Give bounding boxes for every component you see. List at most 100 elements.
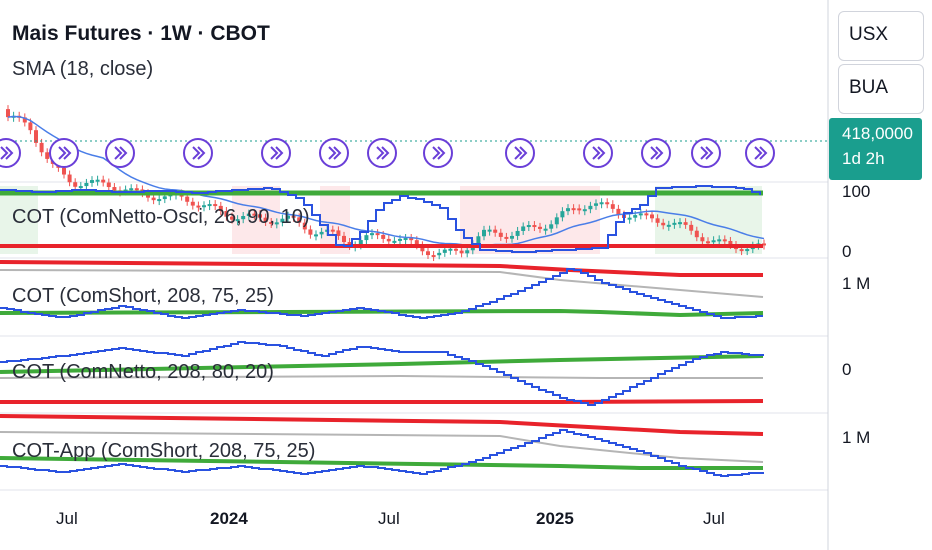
candle-132 [745,249,750,252]
candle-23 [134,188,139,191]
candle-5 [34,130,38,143]
marker-arrow-8 [514,146,528,160]
signal-marker-1 [49,138,79,168]
candle-46 [263,217,268,222]
candle-123 [694,230,699,238]
pane4-mid-band [0,431,764,463]
sma-label[interactable]: SMA (18, close) [12,58,154,80]
candle-97 [549,224,554,229]
pane-separators [0,0,829,550]
pane3-title[interactable]: COT (ComNetto, 208, 80, 20) [12,361,274,383]
pane4-scale: 1 M [842,428,871,447]
candle-41 [235,219,240,222]
candle-48 [274,222,279,225]
candle-4 [28,122,33,131]
signal-marker-6 [367,138,397,168]
candle-119 [672,222,677,225]
candle-65 [370,233,374,236]
candle-122 [689,224,694,231]
candle-44 [252,213,257,216]
candle-36 [207,204,212,207]
pane3-upper-band [0,354,764,374]
candle-106 [599,202,604,205]
candle-105 [594,203,598,206]
candle-89 [504,236,509,239]
marker-arrow-3 [192,146,206,160]
candle-103 [582,209,587,212]
candle-92 [521,226,526,231]
candle-52 [297,217,302,223]
candle-43 [246,213,251,217]
pane1-cot-line [0,185,761,253]
signal-marker-7 [423,138,453,168]
marker-arrow-1 [58,146,72,160]
last-price-value: 418,0000 [842,124,913,143]
pane2-scale: 1 M [842,274,871,293]
signal-marker-9 [583,138,613,168]
candle-104 [588,205,593,210]
candle-73 [414,240,419,246]
signal-marker-4 [261,138,291,168]
candle-126 [711,240,716,243]
marker-arrow-9 [592,146,606,160]
unit-button[interactable]: BUA [838,64,924,114]
candle-56 [319,231,324,235]
pane4-title[interactable]: COT-App (ComShort, 208, 75, 25) [12,440,316,462]
candle-45 [258,214,262,218]
marker-arrow-4 [270,146,284,160]
candle-17 [101,179,106,183]
pane4-lower-band [0,456,763,470]
candle-50 [286,215,290,219]
candle-111 [627,217,632,220]
sma-line [7,115,765,247]
pane3-lower-band [0,399,764,404]
candle-70 [398,238,402,241]
last-price-tag: 418,0000 1d 2h [829,118,922,180]
candle-112 [633,215,638,218]
candle-127 [717,239,722,242]
pane2-cot-line [0,268,763,319]
pane3-mid-band [0,374,763,379]
candle-117 [661,222,666,226]
candle-22 [129,188,134,191]
candle-64 [364,235,369,241]
candle-93 [526,225,531,228]
currency-button[interactable]: USX [838,11,924,61]
candle-124 [700,237,705,242]
pane2-mid-band [0,269,764,298]
candle-14 [84,182,89,187]
zone-0 [0,186,38,254]
candle-7 [45,152,50,159]
candle-6 [39,142,44,153]
pane3-scale: 0 [842,360,852,379]
candle-12 [73,182,78,187]
candle-90 [510,235,514,239]
candle-42 [241,216,246,220]
x-tick-2025: 2025 [536,509,574,528]
bar-countdown: 1d 2h [842,149,885,168]
pane2-title[interactable]: COT (ComShort, 208, 75, 25) [12,285,274,307]
candle-113 [638,213,643,216]
candle-61 [347,242,352,246]
candle-114 [644,213,649,216]
candle-96 [543,228,548,231]
candle-120 [678,222,682,225]
candle-77 [437,252,442,256]
candle-72 [409,238,414,241]
candle-59 [336,230,341,236]
marker-arrow-12 [754,146,768,160]
candle-78 [442,249,447,253]
signal-marker-11 [691,138,721,168]
candle-34 [196,205,201,208]
candle-88 [498,232,503,237]
candle-102 [577,208,582,211]
candle-54 [308,229,313,235]
candle-128 [722,239,727,242]
candle-81 [459,250,464,254]
candle-86 [487,229,492,232]
pane1-title[interactable]: COT (ComNetto-Osci, 26, 90, 10) [12,206,310,228]
pane2-upper-band [0,260,763,277]
chart-title[interactable]: Mais Futures · 1W · CBOT [12,22,270,45]
candle-47 [269,221,274,224]
marker-arrow-7 [432,146,446,160]
